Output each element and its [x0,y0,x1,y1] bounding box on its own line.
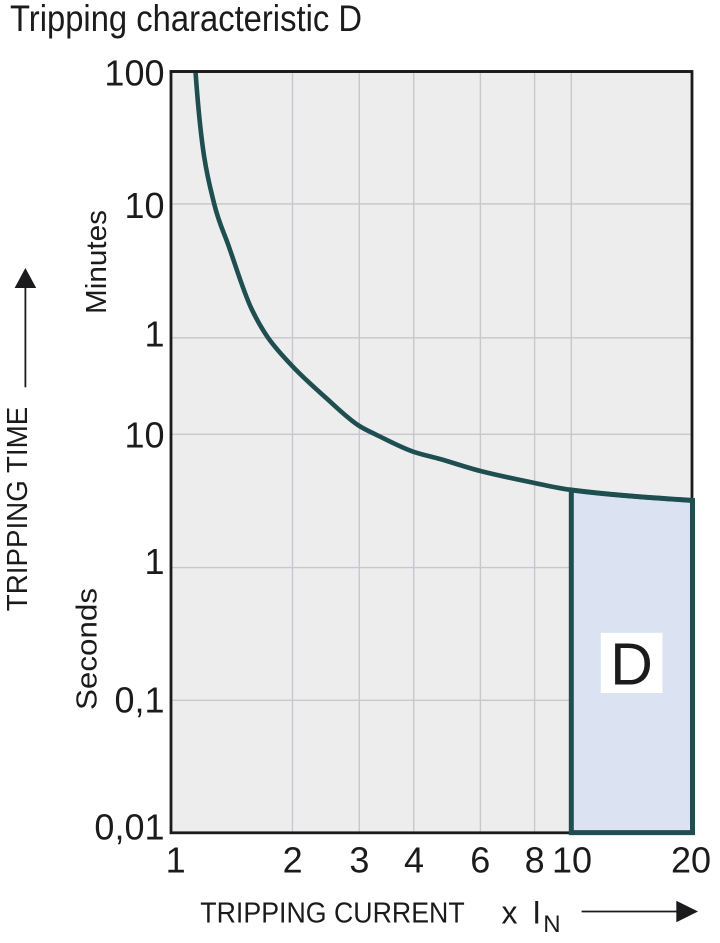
svg-text:1: 1 [144,313,164,354]
svg-text:10: 10 [124,414,164,455]
svg-text:0,1: 0,1 [114,680,164,721]
svg-text:Tripping characteristic D: Tripping characteristic D [10,0,362,39]
svg-text:10: 10 [124,185,164,226]
svg-text:1: 1 [166,840,186,881]
svg-text:8: 8 [525,840,545,881]
svg-text:2: 2 [283,840,303,881]
svg-text:10: 10 [552,840,592,881]
svg-text:Seconds: Seconds [72,588,104,710]
svg-text:x: x [502,895,518,931]
svg-text:N: N [543,911,560,938]
svg-text:D: D [610,631,653,697]
svg-text:100: 100 [104,53,164,94]
svg-text:1: 1 [144,541,164,582]
svg-text:Minutes: Minutes [81,210,113,314]
svg-text:4: 4 [404,840,424,881]
svg-text:20: 20 [671,840,711,881]
svg-text:TRIPPING TIME: TRIPPING TIME [2,407,34,612]
svg-text:0,01: 0,01 [94,806,164,847]
svg-text:TRIPPING CURRENT: TRIPPING CURRENT [200,898,465,930]
svg-text:6: 6 [470,840,490,881]
svg-text:I: I [532,895,541,931]
svg-text:3: 3 [349,840,369,881]
